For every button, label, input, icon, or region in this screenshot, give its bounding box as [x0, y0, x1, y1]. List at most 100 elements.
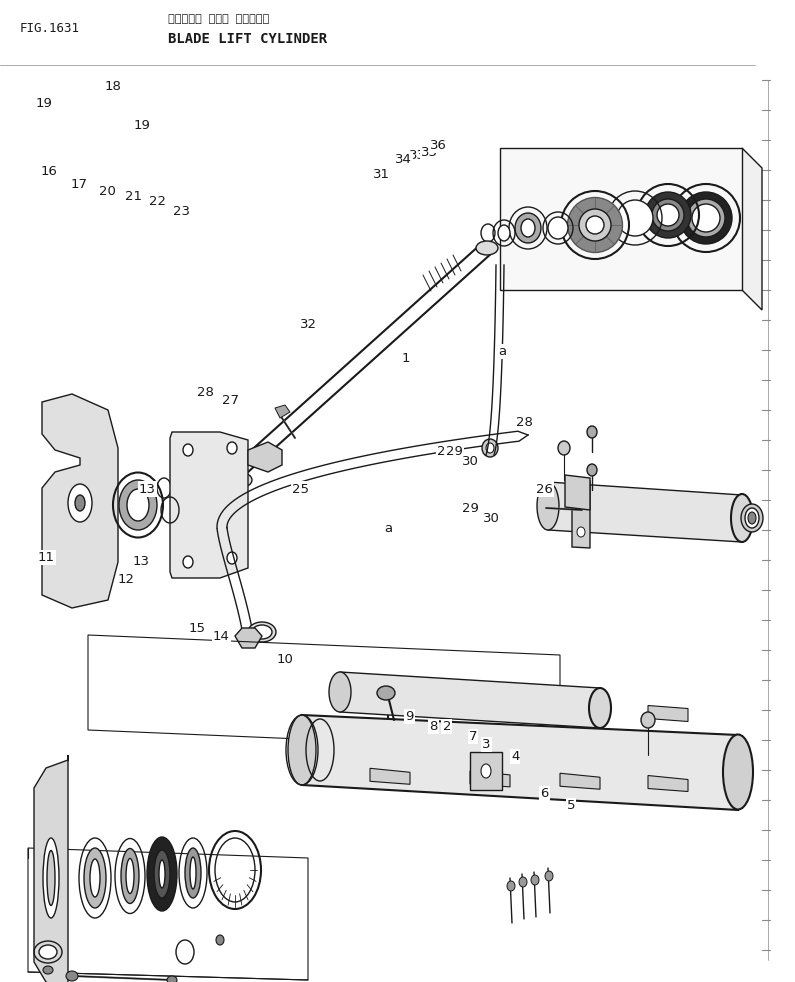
Text: 3: 3	[483, 737, 491, 751]
Text: 28: 28	[516, 415, 533, 429]
Ellipse shape	[126, 858, 134, 894]
Text: 27: 27	[222, 394, 239, 408]
Text: 19: 19	[133, 119, 150, 133]
Text: 29: 29	[446, 445, 463, 459]
Ellipse shape	[587, 464, 597, 476]
Ellipse shape	[185, 848, 201, 898]
Text: 12: 12	[117, 573, 134, 586]
Polygon shape	[565, 475, 590, 510]
Text: 13: 13	[138, 482, 156, 496]
Ellipse shape	[545, 871, 553, 881]
Polygon shape	[470, 701, 510, 717]
Text: 11: 11	[37, 551, 55, 565]
Ellipse shape	[515, 213, 541, 243]
Text: 22: 22	[149, 194, 166, 208]
Polygon shape	[302, 715, 738, 810]
Text: 13: 13	[133, 555, 150, 569]
Polygon shape	[560, 703, 600, 719]
Ellipse shape	[481, 764, 491, 778]
Text: 14: 14	[212, 629, 230, 643]
Ellipse shape	[748, 512, 756, 524]
Ellipse shape	[579, 209, 611, 241]
Ellipse shape	[90, 859, 100, 897]
Bar	[470, 752, 502, 790]
Polygon shape	[500, 148, 742, 290]
Ellipse shape	[652, 199, 684, 231]
Text: 23: 23	[173, 204, 190, 218]
Polygon shape	[470, 771, 510, 787]
Ellipse shape	[587, 426, 597, 438]
Ellipse shape	[43, 966, 53, 974]
Ellipse shape	[521, 219, 535, 237]
Text: 9: 9	[405, 710, 413, 724]
Ellipse shape	[680, 192, 732, 244]
Text: 16: 16	[41, 165, 58, 179]
Ellipse shape	[227, 442, 237, 454]
Ellipse shape	[589, 688, 611, 728]
Ellipse shape	[377, 686, 395, 700]
Ellipse shape	[75, 495, 85, 511]
Polygon shape	[34, 755, 68, 982]
Ellipse shape	[329, 672, 351, 712]
Ellipse shape	[242, 633, 254, 647]
Ellipse shape	[548, 217, 568, 239]
Ellipse shape	[227, 552, 237, 564]
Ellipse shape	[147, 837, 177, 911]
Text: 5: 5	[567, 798, 575, 812]
Text: 35: 35	[421, 145, 438, 159]
Text: 1: 1	[401, 352, 409, 365]
Text: 2: 2	[443, 720, 451, 734]
Ellipse shape	[68, 484, 92, 522]
Text: 21: 21	[125, 190, 142, 203]
Ellipse shape	[476, 241, 498, 255]
Text: ブレード・ リフト シリンダー: ブレード・ リフト シリンダー	[168, 14, 270, 24]
Text: a: a	[384, 521, 392, 535]
Ellipse shape	[183, 556, 193, 568]
Text: a: a	[498, 345, 506, 358]
Polygon shape	[370, 768, 410, 785]
Ellipse shape	[617, 200, 653, 236]
Ellipse shape	[127, 489, 149, 521]
Ellipse shape	[723, 735, 753, 809]
Polygon shape	[370, 698, 410, 714]
Ellipse shape	[159, 860, 165, 888]
Ellipse shape	[577, 527, 585, 537]
Ellipse shape	[190, 857, 196, 889]
Text: 34: 34	[395, 152, 413, 166]
Ellipse shape	[657, 204, 679, 226]
Polygon shape	[170, 432, 248, 578]
Polygon shape	[572, 480, 590, 548]
Ellipse shape	[39, 945, 57, 959]
Text: 24: 24	[436, 445, 454, 459]
Polygon shape	[648, 705, 688, 722]
Ellipse shape	[568, 197, 622, 252]
Text: 26: 26	[536, 482, 553, 496]
Text: 19: 19	[35, 96, 52, 110]
Text: 28: 28	[196, 386, 214, 400]
Text: 32: 32	[300, 317, 317, 331]
Ellipse shape	[486, 443, 494, 453]
Polygon shape	[742, 148, 762, 310]
Text: 30: 30	[483, 512, 500, 525]
Ellipse shape	[741, 504, 763, 532]
Text: 29: 29	[462, 502, 479, 516]
Ellipse shape	[482, 439, 498, 457]
Text: 36: 36	[430, 138, 448, 152]
Polygon shape	[340, 672, 600, 728]
Ellipse shape	[121, 848, 139, 903]
Ellipse shape	[645, 192, 691, 238]
Ellipse shape	[692, 204, 720, 232]
Text: 17: 17	[71, 178, 88, 191]
Ellipse shape	[531, 875, 539, 885]
Ellipse shape	[537, 482, 559, 530]
Ellipse shape	[66, 971, 78, 981]
Ellipse shape	[687, 199, 725, 237]
Text: 6: 6	[541, 787, 549, 800]
Text: FIG.1631: FIG.1631	[20, 22, 80, 35]
Ellipse shape	[745, 508, 759, 528]
Text: 15: 15	[188, 622, 206, 635]
Ellipse shape	[507, 881, 515, 891]
Polygon shape	[560, 773, 600, 790]
Ellipse shape	[577, 490, 585, 500]
Text: 33: 33	[409, 148, 426, 162]
